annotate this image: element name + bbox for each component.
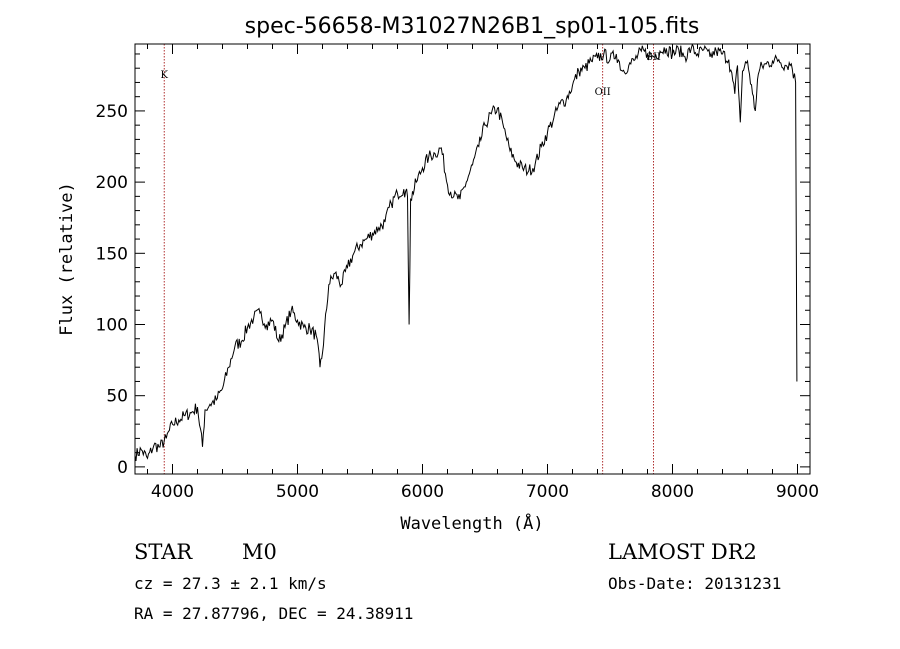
object-subclass: M0 <box>242 540 277 564</box>
axis-ticks: 4000 5000 6000 7000 8000 9000 0 50 100 150 200 250 <box>96 44 819 502</box>
object-class: STAR <box>134 540 193 564</box>
ra-dec: RA = 27.87796, DEC = 24.38911 <box>134 604 414 623</box>
survey-name: LAMOST DR2 <box>608 540 757 564</box>
spectral-line-label: K <box>161 70 169 81</box>
plot-area: K OII SII <box>134 43 798 474</box>
x-axis-label: Wavelength (Å) <box>400 512 543 534</box>
y-tick-label: 250 <box>96 102 128 122</box>
plot-frame <box>134 43 811 475</box>
spectrum-line <box>134 43 798 461</box>
y-tick-label: 200 <box>96 173 128 193</box>
x-tick-label: 9000 <box>776 482 819 502</box>
spectral-line-label: OII <box>595 87 611 98</box>
y-axis-label: Flux (relative) <box>57 182 77 336</box>
y-tick-label: 0 <box>117 458 128 478</box>
spectral-line-label: SII <box>646 52 661 63</box>
redshift-cz: cz = 27.3 ± 2.1 km/s <box>134 574 327 593</box>
x-tick-label: 6000 <box>401 482 444 502</box>
y-tick-label: 50 <box>106 387 128 407</box>
chart-title: spec-56658-M31027N26B1_sp01-105.fits <box>245 14 700 39</box>
x-tick-label: 8000 <box>651 482 694 502</box>
y-tick-label: 150 <box>96 244 128 264</box>
x-tick-label: 5000 <box>276 482 319 502</box>
obs-date: Obs-Date: 20131231 <box>608 574 782 593</box>
x-tick-label: 4000 <box>151 482 194 502</box>
x-tick-label: 7000 <box>526 482 569 502</box>
y-tick-label: 100 <box>96 315 128 335</box>
spectrum-chart: spec-56658-M31027N26B1_sp01-105.fits K OI… <box>57 14 819 534</box>
